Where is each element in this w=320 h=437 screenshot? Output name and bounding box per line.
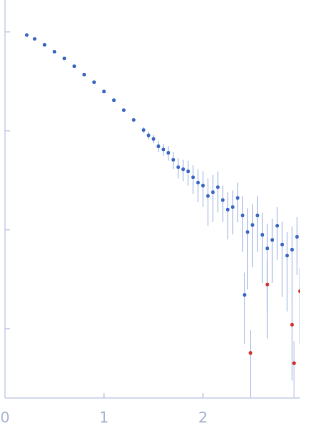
data-point <box>161 147 166 152</box>
x-tick-label: 0 <box>0 409 10 427</box>
data-point <box>230 205 235 209</box>
data-point <box>176 165 181 169</box>
chart: 0 1 2 <box>0 0 300 427</box>
data-point <box>72 64 77 69</box>
data-point <box>82 72 86 77</box>
data-point <box>245 230 250 234</box>
data-point <box>290 322 294 327</box>
data-point <box>191 175 195 180</box>
data-point <box>24 33 29 37</box>
data-point <box>42 43 47 47</box>
data-point <box>298 289 300 293</box>
data-point <box>290 247 294 252</box>
data-point <box>201 183 205 188</box>
data-point <box>206 194 210 198</box>
data-point <box>92 80 96 85</box>
data-point <box>280 242 284 247</box>
data-point <box>235 196 240 200</box>
x-tick-label: 2 <box>198 409 208 427</box>
data-point <box>211 190 215 195</box>
data-point <box>121 108 126 112</box>
data-point <box>292 361 296 365</box>
data-point <box>146 133 151 138</box>
data-point <box>196 180 200 185</box>
data-point <box>270 238 275 242</box>
data-point <box>265 282 270 287</box>
data-point <box>151 137 156 141</box>
data-point <box>240 213 245 218</box>
data-point <box>186 169 190 174</box>
data-point <box>32 37 37 41</box>
data-point <box>216 185 220 189</box>
data-point <box>102 89 106 94</box>
data-point <box>112 98 116 103</box>
data-point <box>52 49 57 54</box>
data-point <box>171 158 176 162</box>
data-point <box>250 223 255 227</box>
data-point <box>248 351 253 355</box>
data-point <box>285 253 289 258</box>
data-point <box>275 223 280 228</box>
data-point <box>295 235 299 239</box>
data-point <box>131 118 136 122</box>
data-point <box>225 207 230 212</box>
data-point <box>166 151 171 155</box>
data-point <box>62 56 67 61</box>
data-point <box>265 246 270 251</box>
data-point <box>242 293 247 297</box>
data-point <box>260 233 265 237</box>
data-point <box>141 128 146 132</box>
data-point <box>181 167 185 171</box>
data-point <box>156 144 161 148</box>
data-point <box>220 198 225 202</box>
data-point <box>255 213 260 218</box>
x-tick-label: 1 <box>99 409 109 427</box>
